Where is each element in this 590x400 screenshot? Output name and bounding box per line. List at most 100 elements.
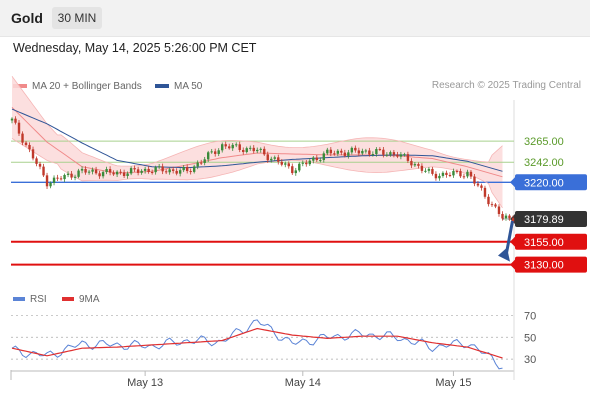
candle-body (189, 171, 192, 173)
candle-body (501, 213, 504, 219)
candle-body (259, 148, 262, 150)
candle-body (301, 162, 304, 164)
candle-body (147, 168, 150, 173)
candle-body (385, 154, 389, 156)
copyright-text: Research © 2025 Trading Central (431, 80, 581, 91)
candle-body (108, 169, 112, 173)
candle-body (252, 147, 255, 152)
candle-body (357, 150, 361, 154)
forecast-arrow-head (498, 247, 510, 262)
candle-body (287, 163, 290, 167)
x-tick-label-May 15: May 15 (435, 377, 471, 389)
candle-body (326, 149, 329, 154)
candle-body (448, 175, 452, 177)
candle-body (322, 153, 326, 161)
chart-datetime: Wednesday, May 14, 2025 5:26:00 PM CET (13, 41, 257, 55)
candle-body (45, 175, 49, 187)
candle-body (354, 147, 357, 151)
candle-body (343, 152, 347, 156)
bollinger-band-fill (12, 76, 503, 208)
candle-body (164, 171, 168, 173)
candle-body (413, 164, 417, 166)
candle-body (228, 146, 231, 149)
candle-body (294, 170, 297, 174)
level-tag-pointer-3130.00 (510, 259, 515, 270)
candle-body (10, 118, 14, 121)
candle-body (406, 154, 410, 161)
rsi-tick-label-50: 50 (524, 332, 536, 344)
level-tag-3179.89 (515, 210, 587, 227)
candle-body (266, 154, 269, 161)
candle-body (168, 169, 171, 173)
candle-body (315, 157, 319, 161)
candle-body (361, 150, 364, 154)
candle-body (389, 152, 392, 155)
candle-body (214, 151, 217, 154)
candle-body (157, 166, 161, 168)
candle-body (504, 215, 508, 219)
candle-body (480, 185, 483, 188)
candle-body (291, 166, 294, 174)
candle-body (490, 204, 494, 206)
candle-body (66, 173, 70, 175)
candle-body (245, 148, 248, 153)
candle-body (263, 148, 266, 155)
candle-body (161, 166, 164, 172)
candle-body (438, 175, 441, 179)
candle-body (196, 162, 199, 167)
legend-ma50-swatch (155, 84, 169, 89)
candle-body (392, 152, 396, 155)
candle-body (403, 154, 406, 156)
candle-body (70, 173, 73, 178)
instrument-title: Gold (11, 10, 43, 26)
level-tag-pointer-3155.00 (510, 236, 515, 247)
candle-body (273, 157, 276, 159)
candle-body (154, 167, 157, 173)
candle-body (129, 168, 133, 174)
level-label-3155.00: 3155.00 (524, 237, 564, 249)
candle-body (182, 166, 185, 171)
candle-body (312, 157, 315, 161)
candle-body (417, 164, 420, 166)
candle-body (431, 168, 434, 174)
candle-body (206, 152, 210, 160)
candle-body (336, 150, 340, 154)
legend-bollinger: MA 20 + Bollinger Bands (13, 81, 142, 92)
candle-body (238, 144, 241, 150)
level-tag-3130.00 (515, 256, 587, 273)
legend-ma50-label: MA 50 (174, 81, 203, 92)
candle-body (347, 152, 350, 156)
candle-body (476, 183, 480, 186)
candle-body (378, 149, 382, 151)
candle-body (136, 169, 140, 173)
candle-body (175, 170, 178, 174)
legend-bollinger-swatch (13, 84, 27, 89)
level-label-3220.00: 3220.00 (524, 177, 564, 189)
candle-body (112, 172, 115, 175)
candle-body (445, 172, 448, 176)
candle-body (185, 166, 189, 172)
candle-body (73, 176, 77, 178)
rsi-line (11, 319, 503, 370)
candle-body (424, 170, 427, 172)
candle-body (35, 158, 38, 164)
level-label-3242.00: 3242.00 (524, 157, 564, 169)
candle-body (399, 154, 403, 157)
candle-body (466, 171, 469, 177)
candle-body (224, 144, 227, 147)
candle-body (256, 149, 259, 152)
candle-body (115, 171, 119, 175)
candle-body (143, 168, 147, 171)
candle-body (101, 172, 105, 177)
candle-body (340, 150, 343, 153)
level-label-3179.89: 3179.89 (524, 214, 564, 226)
candle-body (249, 147, 252, 149)
candle-body (277, 157, 280, 162)
candle-body (473, 176, 476, 184)
candle-body (150, 172, 154, 174)
candle-body (235, 144, 238, 146)
candle-body (280, 161, 283, 165)
candle-body (410, 160, 413, 166)
timeframe-button[interactable]: 30 MIN (52, 7, 102, 29)
